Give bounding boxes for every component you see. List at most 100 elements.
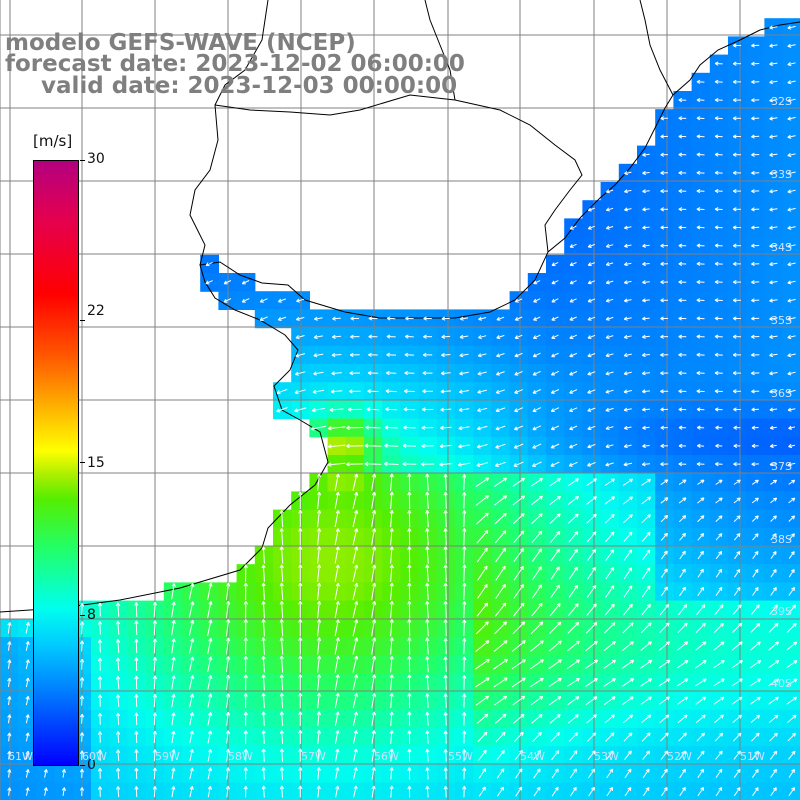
wind-arrow xyxy=(279,785,285,798)
wind-arrow xyxy=(189,693,195,708)
wind-arrow xyxy=(751,207,760,212)
wind-arrow xyxy=(334,564,340,582)
wind-arrow xyxy=(334,619,340,637)
wind-arrow xyxy=(462,564,467,582)
wind-arrow xyxy=(346,425,364,430)
wind-arrow xyxy=(495,731,506,743)
wind-arrow xyxy=(696,389,705,394)
wind-arrow xyxy=(660,389,669,394)
wind-arrow xyxy=(697,443,705,449)
wind-arrow xyxy=(551,768,559,779)
wind-arrow xyxy=(279,711,284,727)
wind-arrow xyxy=(660,298,669,303)
wind-arrow xyxy=(768,660,780,669)
wind-arrow xyxy=(371,546,377,564)
wind-arrow xyxy=(532,461,542,467)
wind-arrow xyxy=(642,189,650,194)
wind-arrow xyxy=(696,370,705,376)
wind-arrow xyxy=(715,750,723,760)
wind-arrow xyxy=(604,696,616,706)
wind-arrow xyxy=(316,637,322,655)
wind-arrow xyxy=(713,622,724,633)
wind-arrow xyxy=(316,473,322,491)
wind-arrow xyxy=(371,509,377,528)
wind-arrow xyxy=(678,134,687,139)
wind-arrow xyxy=(548,659,562,670)
wind-arrow xyxy=(310,425,327,431)
lon-label: 52W xyxy=(667,750,692,763)
wind-arrow xyxy=(189,656,195,672)
wind-arrow xyxy=(335,767,340,780)
wind-arrow xyxy=(443,600,448,619)
wind-arrow xyxy=(751,152,760,157)
wind-arrow xyxy=(352,655,359,673)
wind-arrow xyxy=(386,334,396,339)
wind-arrow xyxy=(493,677,508,688)
wind-arrow xyxy=(513,443,524,449)
wind-arrow xyxy=(531,530,543,543)
wind-arrow xyxy=(551,352,559,358)
wind-arrow xyxy=(115,712,121,725)
wind-arrow xyxy=(622,622,634,634)
wind-arrow xyxy=(475,512,489,525)
wind-arrow xyxy=(732,61,741,66)
wind-arrow xyxy=(334,601,340,619)
wind-arrow xyxy=(352,674,359,691)
wind-arrow xyxy=(327,444,346,449)
wind-arrow xyxy=(496,334,505,340)
wind-arrow xyxy=(751,243,760,248)
wind-arrow xyxy=(697,550,704,560)
wind-arrow xyxy=(514,298,523,303)
wind-arrow xyxy=(403,407,416,412)
wind-arrow xyxy=(423,316,432,321)
wind-arrow xyxy=(350,316,360,321)
wind-arrow xyxy=(515,786,523,797)
wind-arrow xyxy=(298,600,303,619)
wind-arrow xyxy=(353,748,358,762)
wind-arrow xyxy=(279,619,284,637)
wind-arrow xyxy=(134,730,139,744)
wind-arrow xyxy=(751,280,760,285)
wind-arrow xyxy=(495,443,506,449)
wind-arrow xyxy=(768,678,780,687)
wind-arrow xyxy=(787,262,796,267)
wind-arrow xyxy=(621,678,635,687)
wind-arrow xyxy=(407,637,412,655)
wind-arrow xyxy=(586,585,597,598)
wind-arrow xyxy=(334,491,340,509)
wind-arrow xyxy=(389,509,394,528)
wind-arrow xyxy=(715,497,723,504)
wind-arrow xyxy=(496,353,505,358)
wind-arrow xyxy=(496,371,505,376)
wind-arrow xyxy=(25,787,30,796)
wind-arrow xyxy=(587,750,596,761)
wind-arrow xyxy=(368,334,378,339)
wind-arrow xyxy=(514,334,523,340)
wind-arrow xyxy=(787,334,796,340)
wind-arrow xyxy=(189,712,194,726)
wind-arrow xyxy=(279,655,284,673)
wind-arrow xyxy=(478,334,487,340)
wind-arrow xyxy=(327,462,346,467)
wind-arrow xyxy=(188,619,195,636)
wind-arrow xyxy=(371,564,377,582)
wind-arrow xyxy=(225,656,231,673)
wind-arrow xyxy=(475,621,489,635)
wind-arrow xyxy=(531,584,542,599)
wind-arrow xyxy=(713,641,725,651)
wind-arrow xyxy=(530,621,544,635)
wind-arrow xyxy=(225,785,230,798)
wind-arrow xyxy=(533,280,541,285)
wind-arrow xyxy=(605,243,614,248)
wind-arrow xyxy=(678,298,687,303)
wind-arrow xyxy=(476,444,488,449)
wind-arrow xyxy=(364,443,382,448)
wind-arrow xyxy=(530,640,544,652)
wind-arrow xyxy=(223,280,232,285)
wind-arrow xyxy=(660,243,669,248)
wind-arrow xyxy=(371,637,377,655)
wind-arrow xyxy=(642,225,650,230)
wind-arrow xyxy=(425,767,430,780)
wind-arrow xyxy=(588,786,595,797)
wind-arrow xyxy=(696,116,705,121)
